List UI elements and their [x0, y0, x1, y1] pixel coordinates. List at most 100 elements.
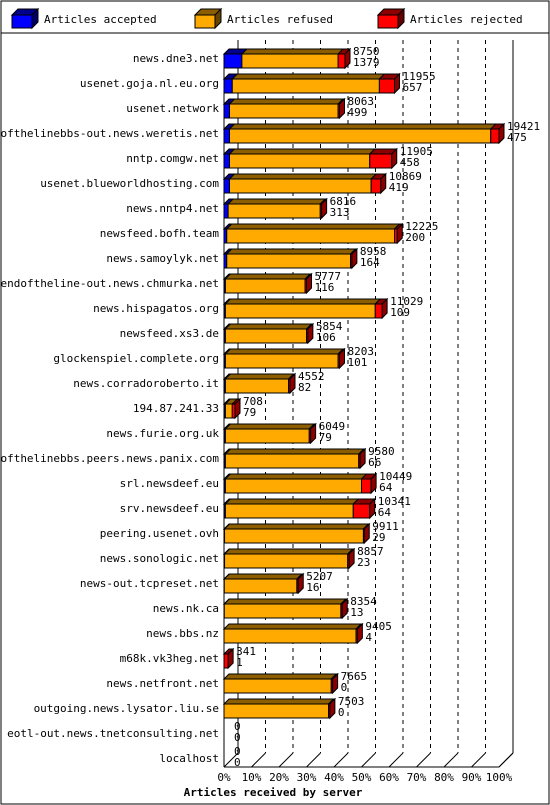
legend-label: Articles accepted [44, 13, 157, 26]
category-label: m68k.vk3heg.net [120, 652, 219, 665]
bar-side [356, 622, 363, 645]
bar-segment-refused-top [228, 123, 497, 130]
value-label-accepted: 0 [234, 731, 241, 744]
bar-side [321, 197, 328, 220]
floor-tick [416, 752, 431, 768]
bar-segment-rejected [361, 478, 372, 494]
value-label-accepted: 0 [341, 681, 348, 694]
bar-side [306, 272, 312, 295]
floor-tick [333, 752, 349, 768]
bar-row [222, 222, 404, 245]
category-label: usenet.blueworldhosting.com [40, 177, 219, 190]
bar-segment-refused [224, 503, 354, 519]
bar-segment-refused-top [224, 423, 316, 430]
value-label-accepted: 64 [378, 506, 392, 519]
bar-side [396, 222, 403, 245]
bar-segment-refused [229, 178, 372, 194]
value-label-total: 12225 [405, 220, 438, 233]
x-tick-label: 50% [352, 771, 372, 784]
value-label-total: 341 [236, 645, 256, 658]
bar-segment-accepted [223, 53, 243, 69]
bar-segment-refused-top [231, 73, 386, 80]
bar-side [394, 72, 400, 95]
bar-row [222, 497, 376, 520]
legend-swatch [11, 14, 33, 29]
x-tick-label: 100% [486, 771, 513, 784]
category-label: news-out.tcpreset.net [80, 577, 219, 590]
bar-side [329, 697, 336, 720]
value-label-accepted: 106 [316, 331, 336, 344]
category-label: srv.newsdeef.eu [120, 502, 219, 515]
bar-segment-refused-top [224, 323, 313, 330]
value-label-total: 7665 [341, 670, 368, 683]
bar-row [222, 597, 349, 620]
bar-segment-refused-top [223, 598, 348, 605]
bar-row [222, 347, 346, 370]
bar-segment-refused [224, 553, 349, 569]
floor-tick [361, 752, 376, 768]
bar-row [222, 472, 378, 495]
bar-segment-refused [229, 103, 339, 119]
bar-side [341, 597, 348, 620]
legend-item: Articles accepted [10, 7, 157, 30]
bar-segment-refused [229, 153, 371, 169]
category-label: srl.newsdeef.eu [120, 477, 219, 490]
bar-segment-rejected [337, 53, 346, 69]
bar-row [222, 647, 235, 670]
bar-segment-refused-top [225, 248, 357, 255]
bar-segment-refused-top [224, 273, 312, 280]
legend-label: Articles refused [227, 13, 333, 26]
value-label-accepted: 16 [306, 581, 319, 594]
bar-side [310, 422, 317, 445]
bar-segment-refused [224, 403, 233, 419]
value-label-total: 8857 [357, 545, 384, 558]
bar-side [234, 397, 241, 420]
bar-segment-refused [223, 578, 298, 594]
category-label: news.dne3.net [133, 52, 219, 65]
x-tick-label: 70% [407, 771, 427, 784]
bar-segment-rejected [352, 503, 371, 519]
bar-row [222, 72, 401, 95]
bar-row [222, 172, 387, 195]
floor-tick [223, 752, 239, 768]
value-label-accepted: 79 [319, 431, 332, 444]
category-label: endoftheline-out.news.chmurka.net [0, 277, 219, 290]
bar-side [391, 147, 398, 170]
bar-segment-refused [229, 128, 492, 144]
bar-row [222, 447, 367, 470]
value-label-total: 5854 [316, 320, 343, 333]
floor-tick [471, 752, 486, 768]
bar-segment-refused [224, 328, 307, 344]
bar-row [222, 522, 371, 545]
bar-segment-accepted [223, 78, 233, 94]
bar-segment-refused-top [223, 573, 304, 580]
bar-segment-refused-top [223, 548, 354, 555]
floor-tick [306, 752, 321, 768]
legend-swatch [194, 14, 216, 29]
floor-tick [278, 752, 294, 768]
x-tick-label: 90% [462, 771, 482, 784]
bar-segment-accepted [223, 103, 230, 119]
category-label: news.hispagatos.org [93, 302, 219, 315]
value-label-total: 8958 [360, 245, 387, 258]
bar-segment-rejected [369, 153, 393, 169]
floor-tick [388, 752, 404, 768]
value-label-total: 5207 [306, 570, 333, 583]
value-label-total: 6049 [319, 420, 346, 433]
bar-row [222, 272, 313, 295]
bar-row [222, 322, 315, 345]
bar-row [222, 47, 352, 70]
bar-segment-refused-top [228, 98, 345, 105]
x-axis-label: Articles received by server [184, 786, 363, 799]
category-label: news.samoylyk.net [106, 252, 219, 265]
bar-row [222, 422, 317, 445]
bar-side [307, 322, 314, 345]
x-tick-labels: 0% 10% 20% 30% 40% 50% 60% 70% 80% 90% 100% [217, 771, 512, 784]
legend-item: Articles refused [193, 7, 333, 30]
category-label: endofthelinebbs.peers.news.panix.com [0, 452, 219, 465]
bar-row [222, 97, 346, 120]
bar-side [297, 572, 304, 595]
bar-side [381, 297, 388, 320]
value-label-total: 708 [243, 395, 263, 408]
